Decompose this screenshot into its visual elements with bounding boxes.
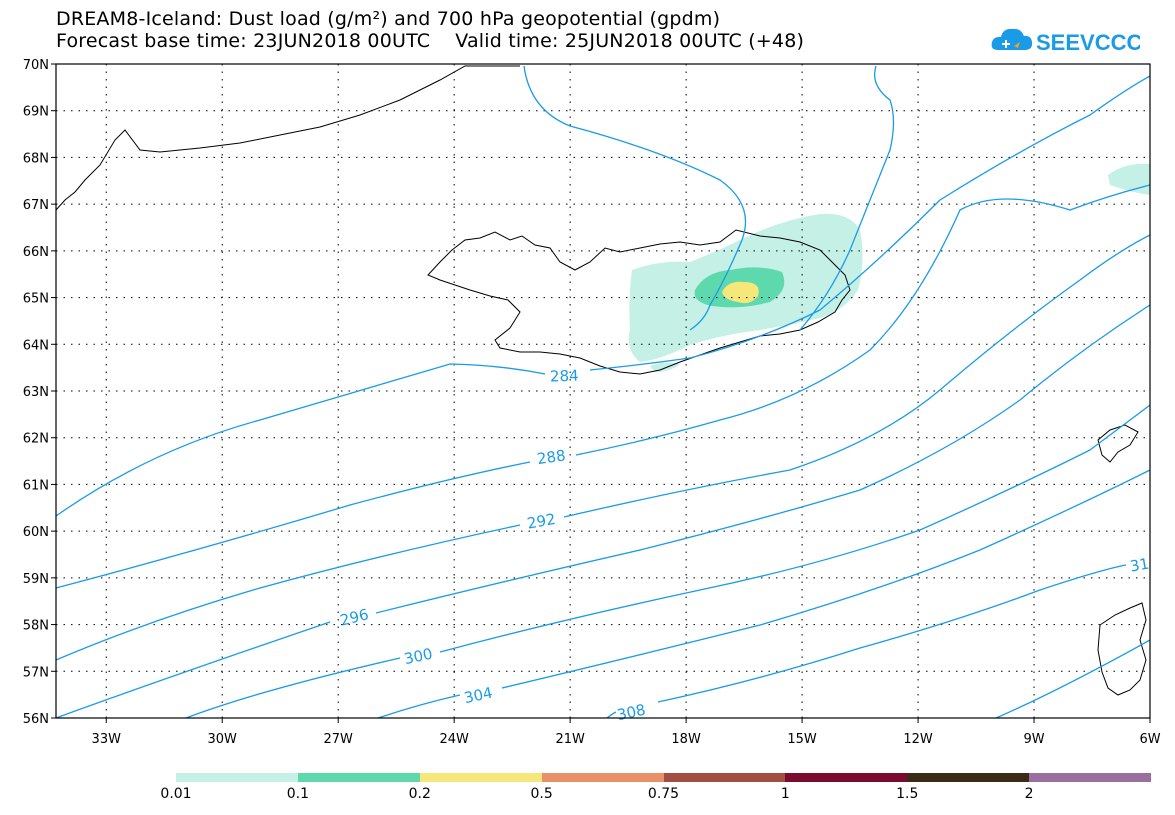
lat-tick-label: 59N <box>23 572 49 587</box>
coastline <box>55 65 1147 696</box>
lat-tick-label: 64N <box>23 338 49 353</box>
legend-swatch <box>663 773 786 782</box>
legend-label: 0.01 <box>160 786 192 802</box>
contour-label: 292 <box>526 510 557 533</box>
lat-tick-label: 61N <box>23 478 49 493</box>
contour-label: 300 <box>402 645 434 669</box>
lat-tick-label: 66N <box>23 245 49 260</box>
lat-tick-label: 67N <box>23 198 49 213</box>
geopotential-contours <box>55 65 1151 719</box>
dust-load-shading <box>628 163 1150 372</box>
lon-tick-label: 12W <box>903 732 933 747</box>
longitude-axis: 33W 30W 27W 24W 21W 18W 15W 12W 9W 6W <box>92 718 1161 747</box>
lat-tick-label: 56N <box>23 712 49 727</box>
legend-swatch <box>419 773 542 782</box>
legend-swatch <box>1029 773 1151 782</box>
graticule-grid <box>56 64 1150 718</box>
legend-colorbar <box>176 773 1151 782</box>
legend-label: 0.75 <box>647 786 680 802</box>
legend-swatch <box>176 773 298 782</box>
lon-tick-label: 18W <box>671 732 701 747</box>
lat-tick-label: 65N <box>23 292 49 307</box>
lon-tick-label: 24W <box>439 732 469 747</box>
contour-label: 31 <box>1129 555 1151 576</box>
lon-tick-label: 30W <box>208 732 238 747</box>
chart-title: DREAM8-Iceland: Dust load (g/m²) and 700… <box>56 8 804 52</box>
legend-label: 2 <box>1024 786 1034 802</box>
cloud-icon <box>991 28 1033 50</box>
legend-label: 1.5 <box>896 786 919 802</box>
legend-swatch <box>785 773 908 782</box>
logo-text: SEEVCCC <box>1036 30 1140 55</box>
legend-label: 1 <box>780 786 790 802</box>
lat-tick-label: 58N <box>23 619 49 634</box>
lat-tick-label: 63N <box>23 385 49 400</box>
legend-swatch <box>297 773 420 782</box>
lon-tick-label: 9W <box>1023 732 1044 747</box>
lat-tick-label: 62N <box>23 432 49 447</box>
legend-label: 0.2 <box>408 786 431 802</box>
map-frame <box>55 63 1151 719</box>
lon-tick-label: 15W <box>787 732 817 747</box>
lon-tick-label: 6W <box>1139 732 1160 747</box>
lon-tick-label: 33W <box>92 732 122 747</box>
contour-label: 308 <box>615 701 647 725</box>
contour-label: 304 <box>462 684 494 708</box>
lat-tick-label: 70N <box>23 58 49 73</box>
lat-tick-label: 57N <box>23 665 49 680</box>
lon-tick-label: 27W <box>323 732 353 747</box>
latitude-axis: 70N 69N 68N 67N 66N 65N 64N 63N 62N 61N 60N 59N 58N 5… <box>23 58 56 727</box>
lon-tick-label: 21W <box>555 732 585 747</box>
lat-tick-label: 69N <box>23 105 49 120</box>
lat-tick-label: 60N <box>23 525 49 540</box>
legend-label: 0.1 <box>286 786 310 802</box>
seevccc-logo: SEEVCCC <box>991 28 1140 55</box>
legend-label: 0.5 <box>530 786 553 802</box>
contour-label: 288 <box>536 446 567 468</box>
title-line-1: DREAM8-Iceland: Dust load (g/m²) and 700… <box>56 8 721 30</box>
contour-label: 296 <box>338 605 370 629</box>
contour-label: 284 <box>550 367 579 386</box>
lat-tick-label: 68N <box>23 151 49 166</box>
legend-swatch <box>907 773 1030 782</box>
legend-labels: 0.01 0.1 0.2 0.5 0.75 1 1.5 2 <box>0 786 1175 806</box>
contour-labels: 284 288 292 296 300 304 308 31 <box>338 367 1150 725</box>
legend-swatch <box>541 773 664 782</box>
title-line-2: Forecast base time: 23JUN2018 00UTC Vali… <box>56 30 805 52</box>
